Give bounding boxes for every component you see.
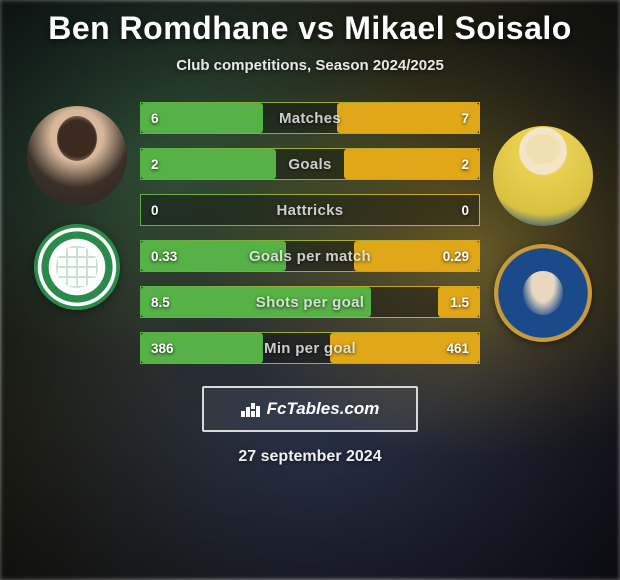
player1-avatar	[27, 106, 127, 206]
stat-value-right: 0	[461, 203, 469, 218]
stat-row: Min per goal386 461	[140, 332, 480, 364]
stat-value-left: 386	[151, 341, 174, 356]
right-player-column	[488, 126, 598, 342]
stat-row: Matches6 7	[140, 102, 480, 134]
stat-value-right: 7	[461, 111, 469, 126]
stat-value-left: 8.5	[151, 295, 170, 310]
player2-club-crest	[494, 244, 592, 342]
brand-box: FcTables.com	[202, 386, 418, 432]
stat-label: Goals per match	[141, 248, 479, 265]
stat-label: Shots per goal	[141, 294, 479, 311]
stat-value-right: 461	[446, 341, 469, 356]
player1-club-crest	[34, 224, 120, 310]
stat-value-left: 0.33	[151, 249, 177, 264]
stat-row: Goals2 2	[140, 148, 480, 180]
subtitle: Club competitions, Season 2024/2025	[176, 57, 444, 74]
stat-label: Matches	[141, 110, 479, 127]
stats-list: Matches6 7 Goals2 2 Hattricks0 0 Goals per mat…	[140, 102, 480, 364]
stat-value-left: 0	[151, 203, 159, 218]
date-label: 27 september 2024	[238, 448, 381, 466]
player2-avatar	[493, 126, 593, 226]
page-title: Ben Romdhane vs Mikael Soisalo	[48, 10, 572, 47]
stat-value-right: 0.29	[443, 249, 469, 264]
stat-row: Shots per goal8.5 1.5	[140, 286, 480, 318]
stat-value-right: 1.5	[450, 295, 469, 310]
left-player-column	[22, 106, 132, 310]
stat-row: Goals per match0.33 0.29	[140, 240, 480, 272]
brand-text: FcTables.com	[267, 399, 380, 419]
stat-label: Hattricks	[141, 202, 479, 219]
stat-value-left: 2	[151, 157, 159, 172]
stat-value-right: 2	[461, 157, 469, 172]
stat-value-left: 6	[151, 111, 159, 126]
stat-label: Goals	[141, 156, 479, 173]
stat-row: Hattricks0 0	[140, 194, 480, 226]
comparison-row: Matches6 7 Goals2 2 Hattricks0 0 Goals per mat…	[0, 102, 620, 364]
stat-label: Min per goal	[141, 340, 479, 357]
bars-icon	[241, 401, 261, 417]
